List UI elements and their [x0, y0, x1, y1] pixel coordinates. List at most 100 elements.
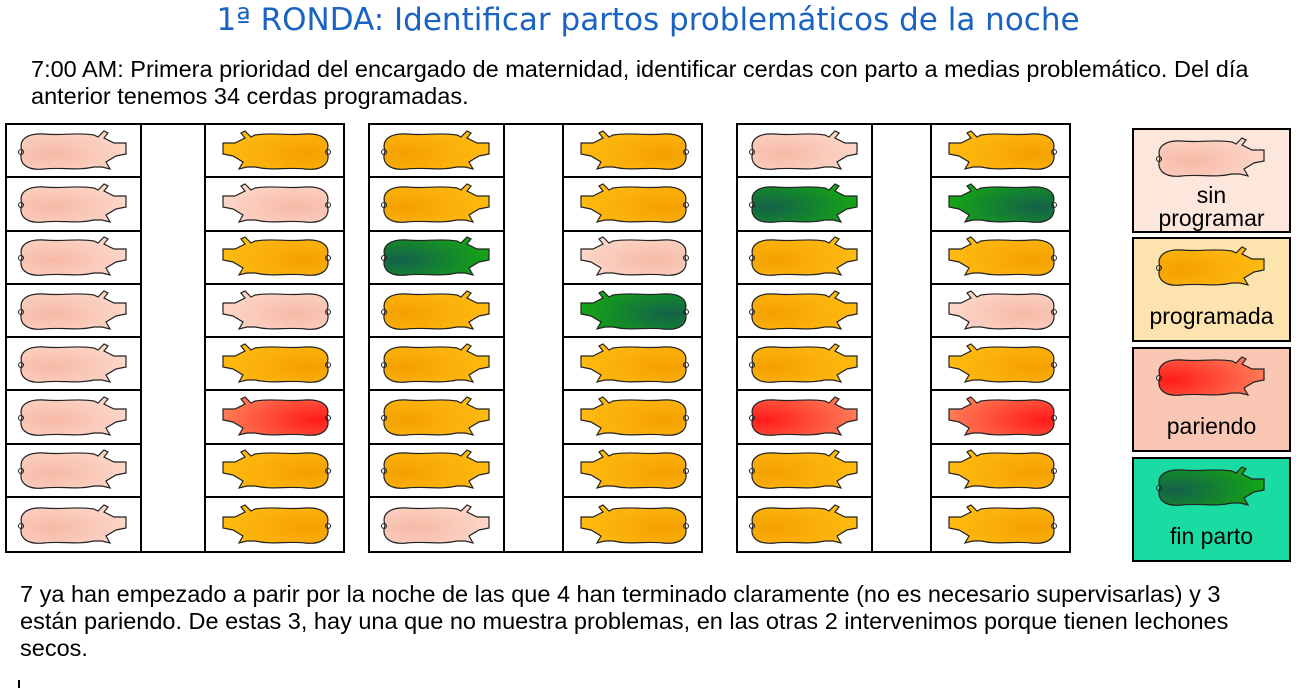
pig-icon-sin — [17, 236, 127, 277]
crate-cell — [370, 498, 503, 551]
pig-icon-prog — [748, 449, 858, 490]
crate-cell — [932, 498, 1069, 551]
legend-label: programada — [1149, 303, 1274, 329]
pig-icon-sin — [380, 504, 490, 544]
pig-icon-prog — [380, 183, 490, 223]
crate-cell — [370, 178, 503, 232]
crate-cell — [932, 232, 1069, 285]
crate-cell — [206, 445, 343, 499]
pig-icon-prog — [579, 504, 689, 544]
pig-icon-sin — [17, 289, 127, 330]
pig-icon-prog — [947, 449, 1057, 490]
pig-icon-prog — [221, 504, 331, 544]
pig-icon-sin — [17, 504, 127, 544]
crate-cell — [738, 498, 871, 551]
pig-icon-sin — [1155, 137, 1265, 177]
crate-cell — [738, 232, 871, 285]
pig-icon-fin — [748, 183, 858, 223]
crate-cell — [564, 445, 701, 499]
legend-label: programar — [1158, 205, 1265, 231]
crate-cell — [564, 178, 701, 232]
crate-cell — [370, 285, 503, 339]
crate-column-right — [204, 125, 343, 551]
crate-cell — [206, 498, 343, 551]
crate-cell — [932, 125, 1069, 179]
legend-item-prog: programada — [1132, 237, 1291, 342]
crate-cell — [564, 338, 701, 392]
intro-text: 7:00 AM: Primera prioridad del encargado… — [31, 56, 1249, 109]
pig-icon-par — [947, 396, 1057, 437]
crate-cell — [738, 285, 871, 339]
crate-cell — [206, 125, 343, 179]
legend-label: pariendo — [1166, 413, 1257, 439]
pig-icon-prog — [380, 396, 490, 437]
crate-cell — [738, 445, 871, 499]
crate-cell — [738, 178, 871, 232]
pig-icon-fin — [1155, 466, 1265, 506]
pig-icon-par — [1155, 356, 1265, 396]
pig-icon-prog — [579, 183, 689, 223]
crate-cell — [370, 445, 503, 499]
crate-cell — [206, 392, 343, 445]
pig-icon-par — [221, 396, 331, 437]
crate-cell — [564, 125, 701, 179]
crate-column-right — [562, 125, 701, 551]
legend-item-fin: fin parto — [1132, 457, 1291, 562]
legend-label: fin parto — [1169, 523, 1254, 549]
crate-column-left — [370, 125, 505, 551]
pig-icon-sin — [221, 183, 331, 223]
crate-cell — [206, 178, 343, 232]
legend-item-sin: sin programar — [1132, 128, 1291, 233]
crate-cell — [370, 125, 503, 179]
pig-icon-prog — [380, 289, 490, 330]
pig-icon-prog — [947, 236, 1057, 277]
crate-cell — [7, 445, 140, 499]
pig-icon-prog — [748, 289, 858, 330]
legend-item-par: pariendo — [1132, 347, 1291, 452]
summary-text: 7 ya han empezado a parir por la noche d… — [20, 581, 1229, 661]
crate-cell — [7, 392, 140, 445]
crate-cell — [738, 392, 871, 445]
legend-label: sin — [1196, 182, 1227, 208]
pig-icon-prog — [947, 504, 1057, 544]
crate-column-right — [930, 125, 1069, 551]
crate-cell — [370, 392, 503, 445]
pen-block-1 — [5, 123, 345, 553]
pig-icon-prog — [221, 343, 331, 383]
pig-icon-fin — [947, 183, 1057, 223]
crate-cell — [7, 178, 140, 232]
cursor-mark — [18, 680, 20, 688]
crate-cell — [564, 498, 701, 551]
crate-cell — [7, 232, 140, 285]
pig-icon-prog — [579, 449, 689, 490]
pig-icon-prog — [380, 130, 490, 170]
pig-icon-prog — [748, 343, 858, 383]
pig-icon-prog — [1155, 246, 1265, 286]
crate-cell — [370, 232, 503, 285]
pig-icon-sin — [947, 289, 1057, 330]
crate-cell — [370, 338, 503, 392]
pig-icon-prog — [947, 343, 1057, 383]
pig-icon-sin — [221, 289, 331, 330]
crate-cell — [206, 232, 343, 285]
pig-icon-prog — [947, 130, 1057, 170]
pig-icon-prog — [748, 504, 858, 544]
crate-cell — [7, 498, 140, 551]
pen-block-3 — [736, 123, 1071, 553]
crate-column-left — [7, 125, 142, 551]
crate-cell — [564, 232, 701, 285]
pig-icon-sin — [17, 396, 127, 437]
crate-cell — [7, 338, 140, 392]
crate-cell — [206, 338, 343, 392]
crate-cell — [932, 338, 1069, 392]
pig-icon-sin — [17, 183, 127, 223]
pen-block-2 — [368, 123, 703, 553]
pig-icon-sin — [17, 130, 127, 170]
crate-cell — [932, 285, 1069, 339]
pig-icon-par — [748, 396, 858, 437]
crate-cell — [932, 445, 1069, 499]
pig-icon-fin — [579, 289, 689, 330]
pig-icon-sin — [579, 236, 689, 277]
pig-icon-prog — [579, 343, 689, 383]
crate-cell — [564, 392, 701, 445]
